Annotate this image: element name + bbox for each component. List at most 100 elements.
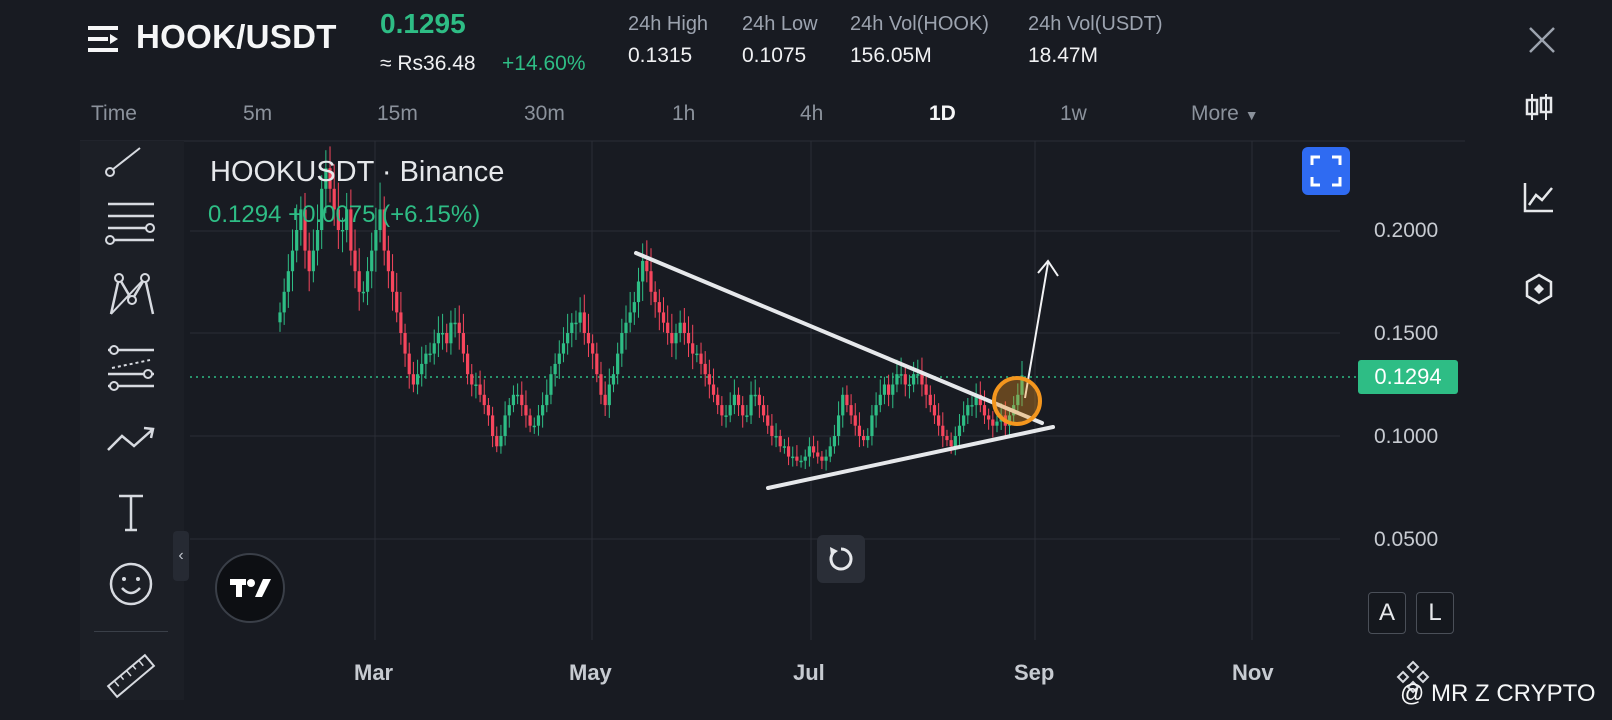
last-price: 0.1295 bbox=[380, 8, 466, 39]
candle-body bbox=[624, 322, 628, 333]
timeframe-30m[interactable]: 30m bbox=[524, 102, 565, 125]
candle-body bbox=[778, 436, 782, 447]
candle-body bbox=[628, 312, 632, 323]
candle-body bbox=[987, 415, 991, 420]
close-icon[interactable] bbox=[1526, 24, 1558, 56]
tradingview-logo[interactable] bbox=[215, 553, 285, 623]
candle-body bbox=[399, 312, 403, 333]
timeframe-1d[interactable]: 1D bbox=[929, 102, 956, 125]
collapse-toolbar-chevron-left-icon[interactable]: ‹ bbox=[173, 531, 189, 581]
candle-body bbox=[503, 415, 507, 436]
candle-body bbox=[678, 322, 682, 333]
text-icon[interactable] bbox=[102, 488, 160, 540]
timeframe-more[interactable]: More ▼ bbox=[1191, 102, 1259, 126]
candle-body bbox=[720, 405, 724, 416]
candle-body bbox=[982, 405, 987, 416]
candle-body bbox=[849, 405, 853, 416]
candle-body bbox=[582, 312, 586, 333]
price-tick: 0.0500 bbox=[1374, 528, 1439, 551]
candle-body bbox=[353, 250, 357, 272]
timeframe-4h[interactable]: 4h bbox=[800, 102, 824, 125]
candle-body bbox=[561, 343, 566, 354]
stat-label-24h-vol-hook: 24h Vol(HOOK) bbox=[850, 13, 989, 35]
candle-body bbox=[841, 394, 845, 416]
candle-body bbox=[774, 436, 778, 438]
candle-body bbox=[611, 374, 616, 385]
timeframe-1w[interactable]: 1w bbox=[1060, 102, 1087, 125]
candle-body bbox=[912, 374, 916, 385]
candle-body bbox=[707, 374, 711, 385]
candle-body bbox=[974, 394, 978, 406]
depth-icon[interactable] bbox=[1522, 272, 1556, 306]
candle-body bbox=[541, 405, 545, 416]
lower-trendline bbox=[766, 425, 1055, 490]
candle-body bbox=[390, 271, 395, 292]
candle-body bbox=[816, 452, 820, 457]
more-label: More bbox=[1191, 102, 1239, 125]
candle-body bbox=[803, 456, 807, 461]
caret-down-icon: ▼ bbox=[1244, 107, 1259, 123]
candle-body bbox=[716, 394, 720, 406]
candle-body bbox=[657, 302, 661, 313]
reset-chart-button[interactable] bbox=[817, 535, 865, 583]
timeframe-time[interactable]: Time bbox=[91, 102, 137, 125]
pattern-icon[interactable] bbox=[102, 270, 160, 322]
candle-body bbox=[570, 322, 574, 333]
candle-body bbox=[282, 291, 286, 313]
candle-body bbox=[278, 312, 282, 323]
triangle-drawing[interactable] bbox=[634, 251, 1055, 490]
candle-body bbox=[486, 405, 491, 416]
stat-label-24h-high: 24h High bbox=[628, 13, 709, 35]
candlestick-icon[interactable] bbox=[1522, 90, 1556, 124]
candle-body bbox=[420, 363, 424, 375]
pair-title[interactable]: HOOK/USDT bbox=[136, 18, 337, 55]
candle-body bbox=[732, 394, 736, 406]
timeframe-1h[interactable]: 1h bbox=[672, 102, 696, 125]
candle-body bbox=[907, 384, 912, 386]
candle-body bbox=[766, 415, 770, 426]
ruler-icon[interactable] bbox=[102, 650, 160, 702]
candle-body bbox=[1007, 415, 1012, 426]
watermark-text: @ MR Z CRYPTO bbox=[1400, 680, 1596, 707]
log-scale-button[interactable]: L bbox=[1416, 592, 1454, 634]
candle-body bbox=[937, 415, 941, 426]
candle-body bbox=[432, 343, 436, 354]
date-tick: Nov bbox=[1232, 660, 1274, 685]
candle-body bbox=[916, 374, 920, 376]
candle-body bbox=[820, 456, 824, 461]
candle-body bbox=[557, 353, 561, 364]
candle-body bbox=[932, 405, 937, 416]
candle-body bbox=[703, 363, 707, 375]
timeframe-15m[interactable]: 15m bbox=[377, 102, 418, 125]
candle-body bbox=[411, 374, 415, 385]
price-tick: 0.1500 bbox=[1374, 322, 1439, 345]
breakout-highlight-circle[interactable] bbox=[992, 376, 1042, 426]
candle-body bbox=[861, 436, 866, 441]
candle-body bbox=[474, 384, 478, 386]
candle-body bbox=[632, 302, 636, 313]
emoji-icon[interactable] bbox=[102, 558, 160, 610]
candle-body bbox=[811, 446, 816, 453]
candle-body bbox=[653, 291, 657, 303]
path-arrow-icon[interactable] bbox=[102, 416, 160, 468]
candle-body bbox=[757, 394, 761, 406]
chart-grid bbox=[80, 140, 1465, 640]
candle-body bbox=[682, 322, 686, 333]
horizontal-lines-icon[interactable] bbox=[102, 196, 160, 248]
fullscreen-button[interactable] bbox=[1302, 147, 1350, 195]
line-chart-icon[interactable] bbox=[1522, 180, 1556, 214]
auto-scale-button[interactable]: A bbox=[1368, 592, 1406, 634]
candle-body bbox=[799, 460, 803, 463]
breakout-arrow[interactable] bbox=[1024, 259, 1059, 399]
candle-body bbox=[532, 425, 536, 428]
timeframe-5m[interactable]: 5m bbox=[243, 102, 273, 125]
trend-line-icon[interactable] bbox=[102, 140, 160, 192]
channel-icon[interactable] bbox=[102, 342, 160, 394]
candle-body bbox=[415, 374, 420, 385]
menu-icon[interactable] bbox=[86, 22, 120, 56]
candle-body bbox=[691, 343, 695, 354]
candle-body bbox=[424, 353, 428, 364]
candle-body bbox=[686, 333, 691, 344]
candle-body bbox=[516, 394, 520, 397]
